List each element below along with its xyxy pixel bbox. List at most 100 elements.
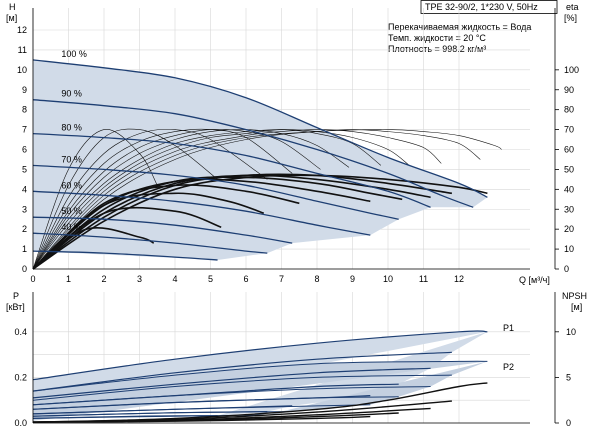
head-curve-3 xyxy=(32,164,399,220)
note-fluid: Перекачиваемая жидкость = Вода xyxy=(388,22,531,32)
head-tick-3: 3 xyxy=(22,204,27,214)
efficiency-arch-10 xyxy=(32,129,502,270)
efficiency-arch-7 xyxy=(32,129,410,270)
p1-curve-0 xyxy=(32,330,488,381)
speed-label-0: 100 % xyxy=(61,49,87,59)
chart-title: TPE 32-90/2, 1*230 V, 50Hz xyxy=(425,2,538,12)
power-tick-1: 0.2 xyxy=(14,372,27,382)
p1-series-label: P1 xyxy=(503,323,514,333)
title-box xyxy=(420,0,558,14)
flow-tick-12: 12 xyxy=(454,274,464,284)
flow-tick-1: 1 xyxy=(66,274,71,284)
head-tick-12: 12 xyxy=(17,25,27,35)
head-tick-10: 10 xyxy=(17,65,27,75)
eta-tick-4: 40 xyxy=(564,184,574,194)
flow-tick-2: 2 xyxy=(101,274,106,284)
speed-label-2: 80 % xyxy=(61,123,82,133)
flow-tick-0: 0 xyxy=(30,274,35,284)
speed-label-4: 60 % xyxy=(61,180,82,190)
efficiency-curve-3 xyxy=(32,176,403,270)
eta-tick-7: 70 xyxy=(564,125,574,135)
flow-tick-4: 4 xyxy=(172,274,177,284)
eta-tick-3: 30 xyxy=(564,204,574,214)
efficiency-curve-6 xyxy=(32,192,265,270)
head-curve-1 xyxy=(32,99,474,208)
power-tick-2: 0.4 xyxy=(14,327,27,337)
p1-curve-1 xyxy=(32,351,452,392)
p2-curve-3 xyxy=(32,396,399,410)
power-tick-0: 0.0 xyxy=(14,418,27,428)
head-tick-6: 6 xyxy=(22,145,27,155)
head-tick-1: 1 xyxy=(22,244,27,254)
head-tick-8: 8 xyxy=(22,105,27,115)
efficiency-arch-4 xyxy=(32,129,321,270)
flow-axis-title: Q [м³/ч] xyxy=(519,275,550,285)
p2-curve-2 xyxy=(32,386,431,406)
npsh-tick-2: 10 xyxy=(566,327,576,337)
efficiency-arch-6 xyxy=(32,129,382,270)
eta-tick-5: 50 xyxy=(564,164,574,174)
eta-axis-title: eta xyxy=(566,2,579,12)
p1-curve-2 xyxy=(32,367,431,399)
info-box: TPE 32-90/2, 1*230 V, 50Hz Перекачиваема… xyxy=(388,0,558,54)
power-panel-ticks: 0.0 0.2 0.4 0 5 10 xyxy=(14,292,576,428)
p2-curve-4 xyxy=(32,404,371,415)
head-tick-7: 7 xyxy=(22,125,27,135)
eta-tick-9: 90 xyxy=(564,85,574,95)
efficiency-arch-3 xyxy=(32,128,293,270)
flow-tick-9: 9 xyxy=(350,274,355,284)
npsh-curve-4 xyxy=(32,415,371,423)
efficiency-arch-2 xyxy=(32,128,268,270)
head-tick-11: 11 xyxy=(18,45,27,55)
npsh-axis-unit: [м] xyxy=(571,302,582,312)
head-tick-2: 2 xyxy=(22,224,27,234)
p2-curve-5 xyxy=(32,411,293,417)
head-tick-4: 4 xyxy=(22,184,27,194)
efficiency-arch-5 xyxy=(32,129,350,270)
head-curve-0 xyxy=(32,59,488,198)
head-tick-9: 9 xyxy=(22,85,27,95)
npsh-axis-title: NPSH xyxy=(562,291,587,301)
power-panel-curves xyxy=(32,330,488,423)
head-curve-7 xyxy=(32,250,218,261)
efficiency-arch-0 xyxy=(32,129,158,270)
flow-tick-10: 10 xyxy=(383,274,393,284)
npsh-tick-1: 5 xyxy=(566,372,571,382)
eta-tick-0: 0 xyxy=(564,264,569,274)
eta-tick-8: 80 xyxy=(564,105,574,115)
eta-tick-6: 60 xyxy=(564,145,574,155)
speed-label-5: 50 % xyxy=(61,206,82,216)
head-tick-0: 0 xyxy=(22,264,27,274)
eta-tick-2: 20 xyxy=(564,224,574,234)
p2-curve-0 xyxy=(32,360,488,392)
eta-axis-unit: [%] xyxy=(564,13,577,23)
p2-curve-1 xyxy=(32,374,452,401)
head-curve-5 xyxy=(32,216,293,244)
flow-tick-3: 3 xyxy=(137,274,142,284)
flow-tick-5: 5 xyxy=(208,274,213,284)
flow-tick-7: 7 xyxy=(279,274,284,284)
flow-tick-8: 8 xyxy=(314,274,319,284)
head-tick-5: 5 xyxy=(22,164,27,174)
note-density: Плотность = 998.2 кг/м³ xyxy=(388,44,486,54)
npsh-tick-0: 0 xyxy=(566,418,571,428)
eta-tick-10: 100 xyxy=(564,65,579,75)
head-curve-6 xyxy=(32,232,268,254)
head-curve-2 xyxy=(32,132,431,208)
head-axis-unit: [м] xyxy=(6,13,17,23)
p2-series-label: P2 xyxy=(503,362,514,372)
note-temperature: Темп. жидкости = 20 °C xyxy=(388,33,486,43)
head-curve-4 xyxy=(32,190,371,236)
eta-tick-1: 10 xyxy=(564,244,574,254)
head-axis-title: H xyxy=(9,2,16,12)
speed-label-6: 40 % xyxy=(61,222,82,232)
head-panel-curves: 100 % 90 % 80 % 70 % 60 % 50 % 40 % xyxy=(32,49,502,270)
power-axis-title: P xyxy=(13,291,19,301)
power-axis-unit: [кВт] xyxy=(6,302,25,312)
flow-tick-11: 11 xyxy=(419,274,428,284)
efficiency-arch-8 xyxy=(32,129,442,270)
speed-label-1: 90 % xyxy=(61,89,82,99)
speed-label-3: 70 % xyxy=(61,154,82,164)
